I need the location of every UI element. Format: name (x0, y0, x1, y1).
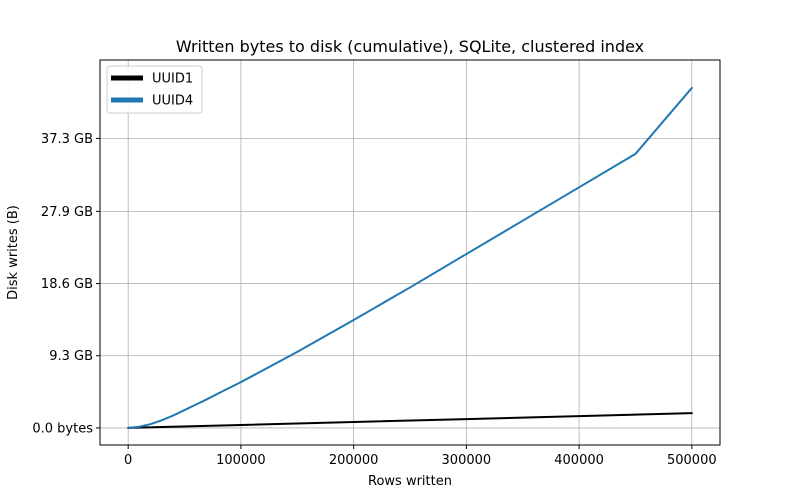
legend: UUID1 UUID4 (106, 65, 203, 114)
x-tick-label: 300000 (442, 453, 492, 468)
y-tick-label: 0.0 bytes (32, 421, 93, 436)
x-tick-label: 500000 (667, 453, 717, 468)
legend-label-uuid4: UUID4 (152, 94, 193, 109)
y-axis: 0.0 bytes 9.3 GB 18.6 GB 27.9 GB 37.3 GB (32, 132, 100, 436)
x-axis-label: Rows written (368, 474, 452, 489)
y-tick-label: 9.3 GB (49, 349, 93, 364)
series-group (127, 86, 693, 429)
x-tick-label: 200000 (329, 453, 379, 468)
x-tick-label: 100000 (216, 453, 266, 468)
plot-frame (99, 59, 721, 446)
series-line-uuid1 (127, 412, 693, 429)
x-axis: 0 100000 200000 300000 400000 500000 (124, 445, 717, 468)
grid (100, 60, 720, 445)
legend-label-uuid1: UUID1 (152, 72, 193, 87)
y-tick-label: 18.6 GB (41, 277, 93, 292)
y-tick-label: 27.9 GB (41, 205, 93, 220)
y-axis-label: Disk writes (B) (6, 205, 21, 300)
chart-title: Written bytes to disk (cumulative), SQLi… (176, 37, 644, 56)
x-tick-label: 0 (124, 453, 132, 468)
y-tick-label: 37.3 GB (41, 132, 93, 147)
x-tick-label: 400000 (554, 453, 604, 468)
series-line-uuid4 (127, 86, 693, 429)
